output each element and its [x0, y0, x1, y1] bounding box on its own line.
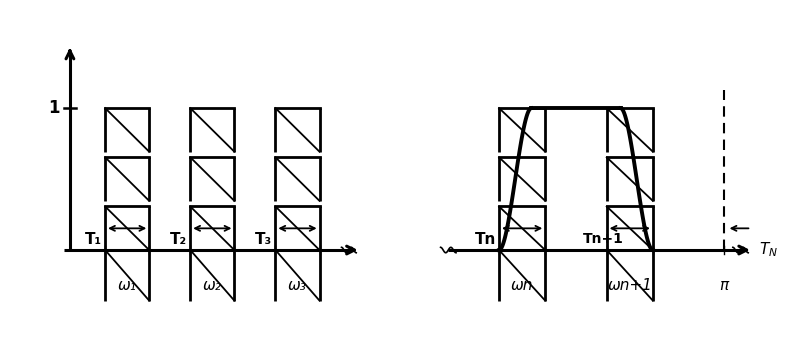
Text: T₃: T₃	[255, 232, 272, 247]
Text: T₁: T₁	[85, 232, 102, 247]
Text: π: π	[719, 278, 728, 293]
Text: ω₃: ω₃	[288, 278, 307, 293]
Text: ωn: ωn	[511, 278, 534, 293]
Text: T₂: T₂	[170, 232, 187, 247]
Text: $T_N$: $T_N$	[759, 241, 778, 260]
Text: ω₁: ω₁	[118, 278, 136, 293]
Text: ω₂: ω₂	[203, 278, 221, 293]
Text: Tn: Tn	[474, 232, 496, 247]
Text: Tn+1: Tn+1	[583, 232, 624, 246]
Text: ωn+1: ωn+1	[607, 278, 652, 293]
Text: 1: 1	[48, 99, 60, 117]
